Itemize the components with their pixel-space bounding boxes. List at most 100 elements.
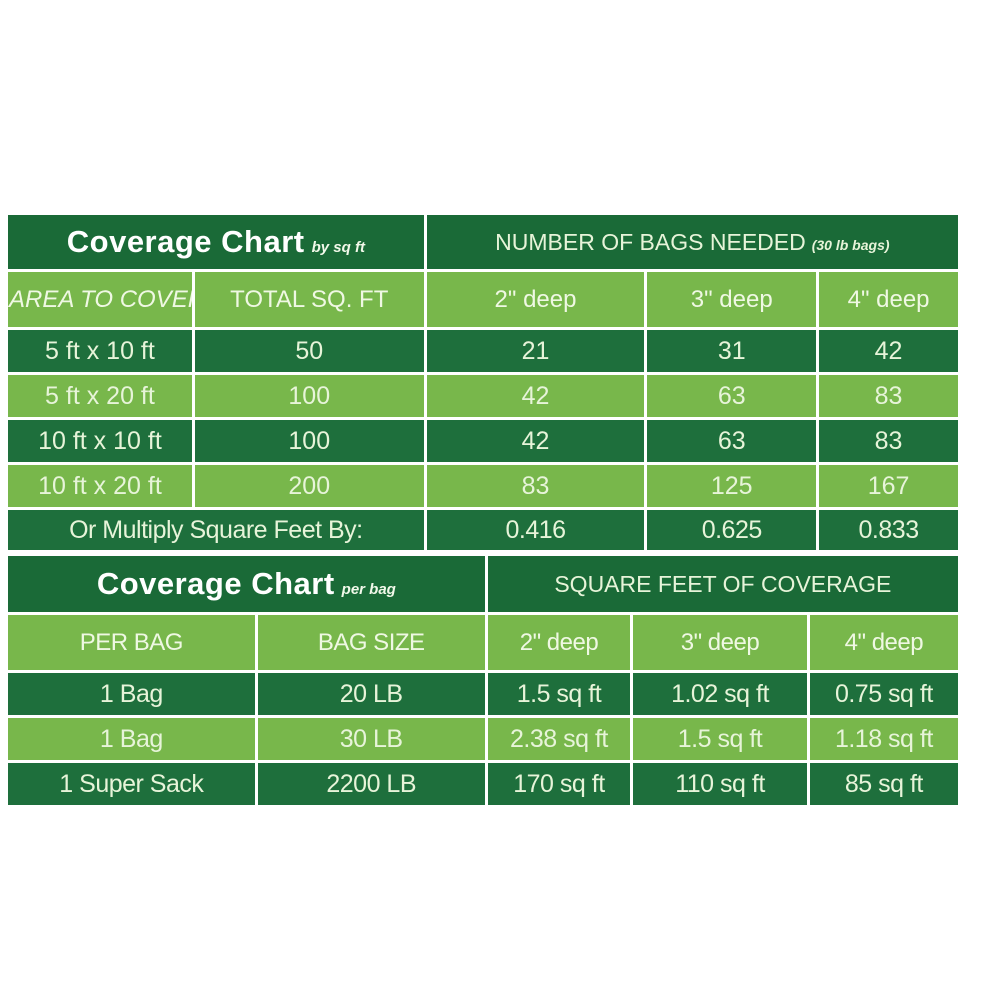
table1-section-header: NUMBER OF BAGS NEEDED: [495, 228, 806, 255]
cell-value: 5 ft x 20 ft: [45, 381, 155, 410]
cell-value: 42: [874, 336, 903, 365]
cell-value: 1 Super Sack: [59, 769, 204, 798]
cell-value: 200: [288, 471, 331, 500]
cell-3deep: 1.5 sq ft: [633, 718, 807, 760]
colhead-area-to-cover: AREA TO COVER: [9, 285, 192, 313]
cell-bagsize: 30 LB: [257, 718, 485, 760]
cell-value: 63: [717, 381, 746, 410]
table1-colhead-area: AREA TO COVER: [8, 272, 192, 327]
cell-sqft: 100: [194, 375, 424, 417]
cell-4deep: 85 sq ft: [809, 763, 958, 805]
cell-value: 63: [717, 426, 746, 455]
cell-value: 167: [867, 471, 910, 500]
cell-sqft: 50: [194, 330, 424, 372]
cell-2deep: 42: [426, 420, 645, 462]
table-row: 1 Bag 30 LB 2.38 sq ft 1.5 sq ft 1.18 sq…: [8, 718, 958, 760]
cell-value: 20 LB: [339, 679, 403, 708]
colhead-4in-deep: 4" deep: [844, 628, 924, 656]
cell-value: 83: [521, 471, 550, 500]
colhead-per-bag: PER BAG: [79, 628, 184, 656]
cell-value: 0.75 sq ft: [834, 679, 933, 708]
table1-section-header-cell: NUMBER OF BAGS NEEDED (30 lb bags): [426, 215, 958, 269]
footer-3deep: 0.625: [647, 510, 817, 550]
colhead-total-sq-ft: TOTAL SQ. FT: [230, 285, 389, 313]
cell-sqft: 200: [194, 465, 424, 507]
table1-colhead-3deep: 3" deep: [647, 272, 817, 327]
table2-colhead-2deep: 2" deep: [487, 615, 631, 670]
cell-value: 5 ft x 10 ft: [45, 336, 155, 365]
table-row: 5 ft x 20 ft 100 42 63 83: [8, 375, 958, 417]
cell-area: 10 ft x 20 ft: [8, 465, 192, 507]
table-row: 10 ft x 20 ft 200 83 125 167: [8, 465, 958, 507]
table-row: 5 ft x 10 ft 50 21 31 42: [8, 330, 958, 372]
cell-3deep: 110 sq ft: [633, 763, 807, 805]
cell-value: 31: [717, 336, 746, 365]
table2-section-header-cell: SQUARE FEET OF COVERAGE: [487, 556, 958, 612]
cell-value: 85 sq ft: [844, 769, 924, 798]
cell-value: 2.38 sq ft: [510, 724, 608, 753]
table1-title-row: Coverage Chart by sq ft NUMBER OF BAGS NE…: [8, 215, 958, 269]
table1-title: Coverage Chart: [66, 224, 305, 259]
cell-2deep: 83: [426, 465, 645, 507]
cell-value: 125: [710, 471, 753, 500]
cell-2deep: 21: [426, 330, 645, 372]
cell-value: 1 Bag: [99, 679, 163, 708]
cell-value: 10 ft x 20 ft: [38, 471, 162, 500]
table2-colhead-3deep: 3" deep: [633, 615, 807, 670]
multiply-3deep: 0.625: [701, 515, 763, 544]
table-row: 1 Super Sack 2200 LB 170 sq ft 110 sq ft…: [8, 763, 958, 805]
cell-value: 110 sq ft: [675, 769, 765, 798]
cell-value: 83: [874, 381, 903, 410]
table1-column-header-row: AREA TO COVER TOTAL SQ. FT 2" deep 3" de…: [8, 272, 958, 327]
multiply-label: Or Multiply Square Feet By:: [69, 515, 363, 544]
cell-value: 10 ft x 10 ft: [38, 426, 162, 455]
cell-4deep: 1.18 sq ft: [809, 718, 958, 760]
cell-4deep: 0.75 sq ft: [809, 673, 958, 715]
colhead-2in-deep: 2" deep: [519, 628, 599, 656]
cell-value: 83: [874, 426, 903, 455]
cell-2deep: 1.5 sq ft: [487, 673, 631, 715]
cell-value: 21: [521, 336, 550, 365]
cell-sqft: 100: [194, 420, 424, 462]
table1-section-header-note: (30 lb bags): [811, 236, 890, 253]
cell-perbag: 1 Super Sack: [8, 763, 255, 805]
table2-title-cell: Coverage Chart per bag: [8, 556, 485, 612]
cell-value: 1.02 sq ft: [671, 679, 769, 708]
table1-colhead-4deep: 4" deep: [819, 272, 958, 327]
table2-column-header-row: PER BAG BAG SIZE 2" deep 3" deep 4" deep: [8, 615, 958, 670]
cell-4deep: 83: [819, 375, 958, 417]
multiply-2deep: 0.416: [505, 515, 566, 544]
cell-3deep: 63: [647, 375, 817, 417]
cell-value: 100: [288, 426, 331, 455]
cell-area: 5 ft x 20 ft: [8, 375, 192, 417]
table-row: 10 ft x 10 ft 100 42 63 83: [8, 420, 958, 462]
cell-value: 42: [521, 426, 550, 455]
table1-footer-row: Or Multiply Square Feet By: 0.416 0.625 …: [8, 510, 958, 550]
colhead-3in-deep: 3" deep: [680, 628, 760, 656]
footer-2deep: 0.416: [426, 510, 645, 550]
cell-value: 30 LB: [339, 724, 403, 753]
coverage-per-bag-table: Coverage Chart per bag SQUARE FEET OF COV…: [5, 553, 961, 808]
cell-2deep: 170 sq ft: [487, 763, 631, 805]
table2-title: Coverage Chart: [96, 566, 335, 601]
cell-perbag: 1 Bag: [8, 718, 255, 760]
table1-title-cell: Coverage Chart by sq ft: [8, 215, 424, 269]
cell-value: 1.5 sq ft: [677, 724, 763, 753]
cell-value: 1 Bag: [99, 724, 163, 753]
cell-4deep: 83: [819, 420, 958, 462]
table1-colhead-2deep: 2" deep: [426, 272, 645, 327]
cell-2deep: 42: [426, 375, 645, 417]
table-row: 1 Bag 20 LB 1.5 sq ft 1.02 sq ft 0.75 sq…: [8, 673, 958, 715]
colhead-3in-deep: 3" deep: [690, 285, 773, 313]
multiply-4deep: 0.833: [858, 515, 920, 544]
table1-colhead-totalsqft: TOTAL SQ. FT: [194, 272, 424, 327]
table1-title-note: by sq ft: [311, 239, 365, 256]
cell-value: 100: [288, 381, 331, 410]
cell-value: 2200 LB: [326, 769, 416, 798]
cell-4deep: 42: [819, 330, 958, 372]
cell-perbag: 1 Bag: [8, 673, 255, 715]
coverage-by-sqft-table: Coverage Chart by sq ft NUMBER OF BAGS NE…: [5, 212, 961, 553]
tables-block: Coverage Chart by sq ft NUMBER OF BAGS NE…: [5, 212, 961, 808]
cell-area: 10 ft x 10 ft: [8, 420, 192, 462]
